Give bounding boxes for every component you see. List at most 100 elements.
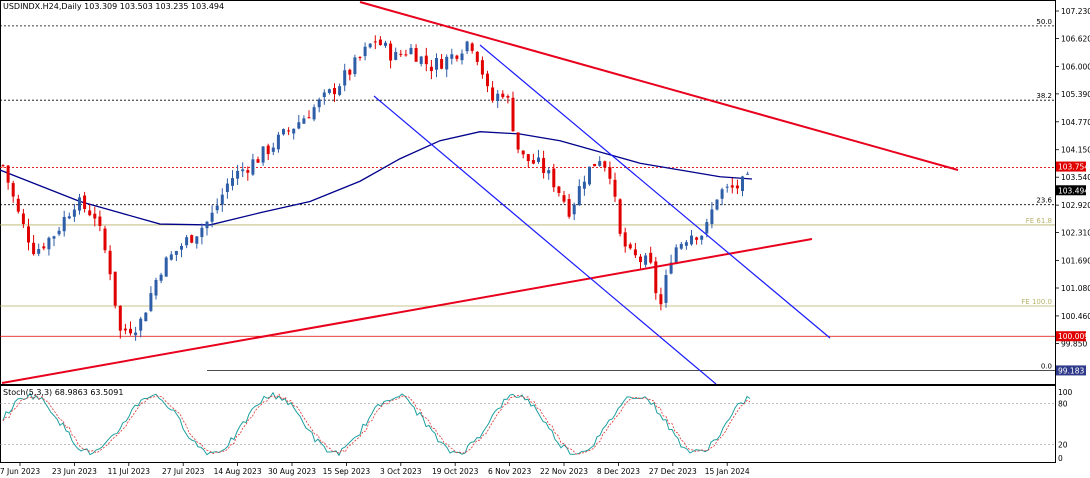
- candle-body: [93, 213, 97, 219]
- candle-body: [333, 87, 336, 95]
- level-label: FE 61.8: [1026, 217, 1052, 225]
- candle-body: [700, 235, 704, 240]
- price-axis: 107.230 106.620 106.000 105.390 104.770 104.1…: [1055, 7, 1090, 463]
- blue-channel-upper: [479, 44, 831, 339]
- candle-body: [327, 89, 331, 93]
- candle-body: [72, 209, 76, 217]
- price-tick-label: 104.150: [1061, 146, 1090, 155]
- candle-body: [236, 170, 240, 179]
- candle-body: [190, 235, 194, 243]
- stoch-signal-line: [2, 393, 751, 455]
- candle-body: [429, 66, 433, 72]
- candle-body: [450, 54, 454, 59]
- candle-body: [144, 312, 148, 322]
- ma-line: [0, 131, 753, 226]
- candle-body: [154, 279, 158, 296]
- symbol-timeframe: USDINDX.H24,Daily: [3, 2, 82, 11]
- candle-body: [496, 93, 500, 102]
- candle-body: [470, 43, 474, 51]
- candle-body: [394, 52, 398, 60]
- time-tick-label: 27 Jul 2023: [162, 467, 205, 476]
- candle-body: [618, 199, 622, 234]
- candle-body: [373, 41, 377, 43]
- candle-body: [83, 195, 87, 209]
- candle-body: [338, 86, 342, 95]
- candle-body: [465, 41, 469, 52]
- price-tags: 103.754 103.494 100.009 99.183: [1056, 161, 1089, 376]
- candle-body: [440, 59, 444, 69]
- candle-body: [644, 255, 648, 265]
- price-tick-label: 103.540: [1061, 173, 1090, 182]
- candle-body: [37, 249, 41, 254]
- trendlines[interactable]: [1, 1, 959, 385]
- candle-body: [598, 161, 602, 166]
- candle-body: [588, 166, 591, 185]
- candle-body: [603, 161, 607, 168]
- candle-body: [108, 250, 112, 275]
- level-label: 23.6: [1036, 197, 1052, 205]
- candle-body: [746, 173, 750, 175]
- candle-body: [297, 122, 301, 129]
- candle-body: [88, 210, 92, 216]
- candle-body: [169, 254, 173, 260]
- ohlc-values: 103.309 103.503 103.235 103.494: [84, 2, 225, 11]
- candle-body: [552, 168, 556, 188]
- candle-body: [562, 195, 566, 202]
- time-tick-label: 23 Jun 2023: [52, 467, 97, 476]
- candle-body: [215, 205, 219, 211]
- time-tick-label: 3 Oct 2023: [380, 467, 422, 476]
- candle-body: [266, 145, 270, 155]
- candle-body: [628, 244, 632, 249]
- candle-body: [516, 132, 520, 150]
- candle-body: [491, 87, 495, 101]
- candle-body: [62, 216, 66, 232]
- candle-body: [735, 185, 739, 189]
- candle-body: [195, 236, 199, 244]
- price-tick-label: 107.230: [1061, 7, 1090, 16]
- price-tag-label: 103.754: [1058, 163, 1089, 172]
- price-tick-label: 101.080: [1061, 284, 1090, 293]
- candle-body: [475, 51, 479, 62]
- level-label: 0.0: [1041, 362, 1052, 370]
- stoch-panel-frame: [0, 385, 1056, 463]
- candle-body: [608, 167, 612, 179]
- candle-body: [123, 328, 127, 331]
- candle-body: [246, 170, 250, 173]
- candle-body: [287, 130, 291, 132]
- candle-body: [317, 99, 321, 108]
- candle-body: [537, 157, 540, 163]
- level-label: 50.0: [1036, 18, 1052, 26]
- candle-body: [113, 271, 117, 306]
- stoch-scale-label: 0: [1058, 454, 1063, 463]
- candle-body: [695, 237, 699, 240]
- main-panel-frame: [0, 0, 1056, 385]
- stoch-scale-label: 100: [1058, 388, 1073, 397]
- candle-body: [52, 236, 56, 239]
- candle-body: [582, 181, 586, 189]
- candle-body: [460, 53, 464, 61]
- candle-body: [67, 216, 71, 219]
- stoch-level-label: 80: [1058, 400, 1068, 409]
- candle-body: [282, 129, 285, 135]
- candle-body: [322, 92, 326, 98]
- horizontal-levels: 50.0 38.2 23.6 FE 61.8 FE 100.0 0.0: [0, 18, 1055, 371]
- candle-body: [98, 216, 102, 226]
- price-tag-label: 99.183: [1058, 366, 1084, 375]
- candle-body: [384, 42, 387, 46]
- candle-body: [11, 183, 15, 197]
- price-tick-label: 101.690: [1061, 257, 1090, 266]
- time-tick-label: 30 Aug 2023: [268, 467, 316, 476]
- time-axis: 7 Jun 2023 23 Jun 2023 11 Jul 2023 27 Jul 2…: [0, 462, 750, 476]
- price-tag-box: [1056, 331, 1086, 342]
- candle-body: [557, 186, 561, 193]
- candle-body: [261, 146, 265, 163]
- candle-body: [6, 165, 10, 183]
- candle-body: [389, 43, 393, 61]
- candle-body: [139, 318, 143, 331]
- candle-body: [690, 235, 693, 245]
- candle-body: [27, 226, 30, 243]
- blue-channel-lower: [373, 95, 717, 385]
- candle-body: [542, 158, 546, 173]
- candle-body: [649, 252, 653, 263]
